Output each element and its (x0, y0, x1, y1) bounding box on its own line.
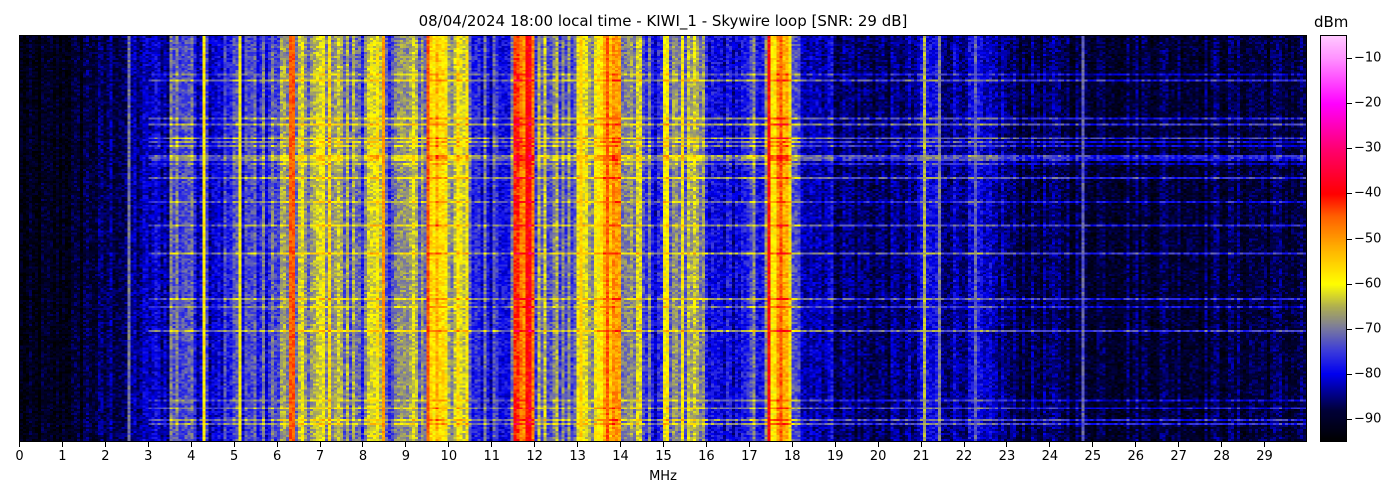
x-tick-label: 9 (401, 449, 411, 464)
x-tick (1221, 442, 1223, 447)
x-tick-label: 16 (698, 449, 715, 464)
x-tick-label: 21 (912, 449, 930, 464)
x-tick (1006, 442, 1008, 447)
colorbar-tick-label: −90 (1354, 411, 1382, 427)
x-tick (405, 442, 407, 447)
colorbar-tick (1347, 328, 1352, 330)
x-tick (448, 442, 450, 447)
colorbar-tick-label: −10 (1354, 50, 1382, 66)
x-tick-label: 1 (58, 449, 67, 464)
x-tick-label: 14 (612, 449, 629, 464)
x-tick-label: 17 (741, 449, 758, 464)
colorbar-tick-label: −40 (1354, 185, 1382, 201)
x-tick-label: 6 (272, 449, 282, 464)
x-tick (61, 442, 63, 447)
colorbar-tick (1347, 193, 1352, 195)
waterfall-heatmap (19, 35, 1307, 442)
x-tick (663, 442, 664, 447)
x-tick-label: 3 (144, 449, 153, 464)
colorbar-tick-label: −70 (1354, 321, 1382, 337)
x-tick (319, 442, 321, 447)
x-tick (963, 442, 965, 447)
x-tick-label: 12 (526, 449, 543, 464)
x-tick-label: 4 (187, 449, 196, 464)
x-tick (190, 442, 192, 447)
x-tick (834, 442, 836, 447)
x-tick-label: 8 (358, 449, 368, 464)
colorbar-tick-label: −60 (1354, 276, 1382, 292)
colorbar-tick-label: −50 (1354, 231, 1382, 246)
x-tick (577, 442, 579, 447)
x-tick-label: 19 (826, 449, 844, 464)
colorbar-tick-label: −80 (1354, 366, 1382, 382)
x-tick (877, 442, 879, 447)
x-tick (276, 442, 278, 447)
x-tick-label: 23 (998, 449, 1016, 464)
x-tick (705, 442, 707, 447)
x-tick-label: 2 (101, 449, 110, 464)
x-tick (362, 442, 364, 447)
colorbar-tick (1347, 102, 1352, 104)
x-tick-label: 5 (230, 449, 239, 464)
x-tick-label: 27 (1170, 449, 1187, 464)
colorbar-tick (1347, 148, 1352, 150)
chart-title: 08/04/2024 18:00 local time - KIWI_1 - S… (418, 12, 908, 30)
x-tick-label: 20 (869, 449, 887, 464)
x-tick-label: 7 (315, 449, 325, 464)
x-tick (233, 442, 235, 447)
colorbar-tick (1347, 57, 1352, 59)
x-tick (920, 442, 922, 447)
colorbar-tick (1347, 283, 1352, 285)
x-tick (491, 442, 493, 447)
x-tick-label: 28 (1213, 449, 1230, 464)
x-tick (104, 442, 106, 447)
colorbar-tick (1347, 238, 1352, 240)
colorbar-tick (1347, 419, 1352, 421)
x-axis-label: MHz (649, 469, 677, 484)
x-tick (748, 442, 750, 447)
x-tick-label: 15 (655, 449, 672, 464)
x-tick (19, 442, 20, 447)
x-tick-label: 24 (1041, 449, 1059, 464)
x-tick (534, 442, 536, 447)
x-tick-label: 29 (1256, 449, 1273, 464)
colorbar-tick-label: −20 (1354, 95, 1382, 111)
colorbar (1320, 35, 1347, 442)
x-tick-label: 0 (15, 449, 24, 464)
x-tick (620, 442, 622, 447)
colorbar-label: dBm (1314, 13, 1349, 31)
colorbar-tick (1347, 374, 1352, 376)
x-tick-label: 22 (955, 449, 973, 464)
x-tick (1049, 442, 1051, 447)
x-tick-label: 10 (440, 449, 458, 464)
x-tick (1178, 442, 1180, 447)
x-tick (791, 442, 793, 447)
x-tick-label: 18 (784, 449, 801, 464)
x-tick (1135, 442, 1137, 447)
x-tick (1092, 442, 1094, 447)
x-tick (1264, 442, 1266, 447)
colorbar-tick-label: −30 (1354, 140, 1382, 156)
x-tick-label: 25 (1084, 449, 1102, 464)
x-tick (147, 442, 149, 447)
x-tick-label: 26 (1127, 449, 1145, 464)
x-tick-label: 13 (569, 449, 586, 464)
x-tick-label: 11 (483, 449, 501, 464)
